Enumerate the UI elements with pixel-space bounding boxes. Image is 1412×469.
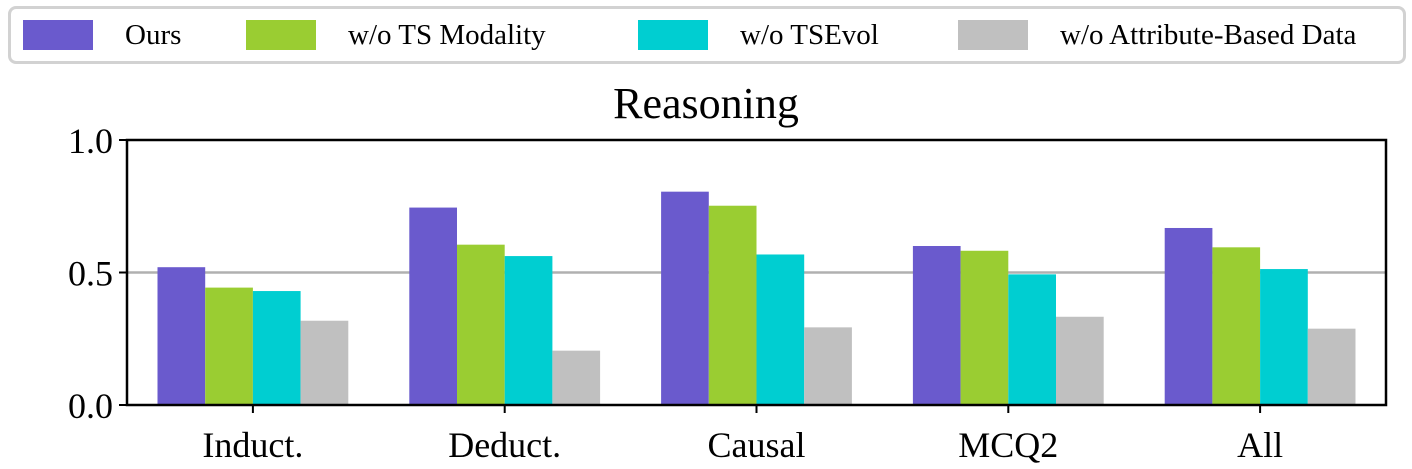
bar-mcq2-series-0 xyxy=(912,246,961,405)
bar-induct-series-3 xyxy=(300,320,349,405)
legend-swatch-wo-ts-modality xyxy=(246,20,316,50)
bar-mcq2-series-1 xyxy=(960,250,1009,405)
bar-deduct-series-2 xyxy=(504,256,553,405)
legend-label-wo-ts-modality: w/o TS Modality xyxy=(348,18,546,51)
legend-item-ours: Ours xyxy=(23,9,181,61)
x-tick-label-2: Causal xyxy=(708,425,806,465)
legend-item-wo-ts-modality: w/o TS Modality xyxy=(246,9,546,61)
bar-causal-series-0 xyxy=(661,191,709,405)
bar-mcq2-series-2 xyxy=(1008,274,1056,405)
x-tick-label-0: Induct. xyxy=(202,425,303,465)
legend: Ours w/o TS Modality w/o TSEvol w/o Attr… xyxy=(8,6,1406,64)
y-tick-label-2: 1.0 xyxy=(68,121,113,161)
y-tick-label-0: 0.0 xyxy=(68,386,113,426)
x-tick-label-3: MCQ2 xyxy=(958,425,1058,465)
bar-causal-series-1 xyxy=(708,205,757,405)
bar-deduct-series-3 xyxy=(552,350,601,405)
legend-item-wo-tsevol: w/o TSEvol xyxy=(638,9,879,61)
legend-label-ours: Ours xyxy=(125,18,182,51)
bar-all-series-0 xyxy=(1164,227,1213,405)
bar-deduct-series-1 xyxy=(457,244,505,405)
bar-deduct-series-0 xyxy=(409,207,457,405)
legend-swatch-wo-attribute-data xyxy=(958,20,1028,50)
legend-swatch-wo-tsevol xyxy=(638,20,708,50)
legend-swatch-ours xyxy=(23,20,93,50)
bar-all-series-2 xyxy=(1260,269,1308,405)
legend-label-wo-attribute-data: w/o Attribute-Based Data xyxy=(1060,18,1357,51)
bar-causal-series-2 xyxy=(756,254,805,405)
bar-causal-series-3 xyxy=(804,327,852,405)
bar-mcq2-series-3 xyxy=(1056,316,1104,405)
x-tick-label-1: Deduct. xyxy=(448,425,561,465)
bar-all-series-1 xyxy=(1212,247,1261,405)
bar-induct-series-0 xyxy=(157,267,206,405)
y-tick-label-1: 0.5 xyxy=(68,254,113,294)
bar-induct-series-2 xyxy=(252,291,301,405)
legend-item-wo-attribute-data: w/o Attribute-Based Data xyxy=(958,9,1356,61)
plot-frame xyxy=(125,138,1388,407)
bar-all-series-3 xyxy=(1307,328,1356,405)
bar-induct-series-1 xyxy=(205,287,253,405)
x-tick-label-4: All xyxy=(1237,425,1283,465)
legend-label-wo-tsevol: w/o TSEvol xyxy=(740,18,879,51)
chart-title: Reasoning xyxy=(613,79,799,128)
